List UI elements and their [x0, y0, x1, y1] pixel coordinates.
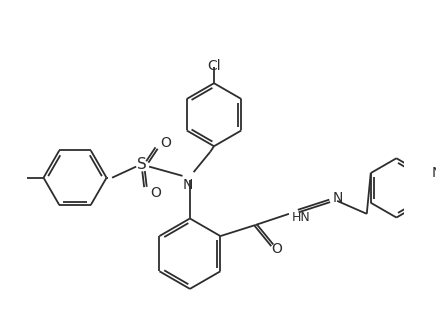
Text: N: N: [183, 178, 193, 192]
Text: S: S: [137, 157, 146, 172]
Text: N: N: [333, 191, 343, 205]
Text: O: O: [160, 136, 171, 150]
Text: O: O: [150, 185, 161, 200]
Text: O: O: [272, 242, 283, 256]
Text: HN: HN: [292, 211, 310, 224]
Text: N: N: [431, 166, 436, 180]
Text: Cl: Cl: [207, 59, 221, 73]
